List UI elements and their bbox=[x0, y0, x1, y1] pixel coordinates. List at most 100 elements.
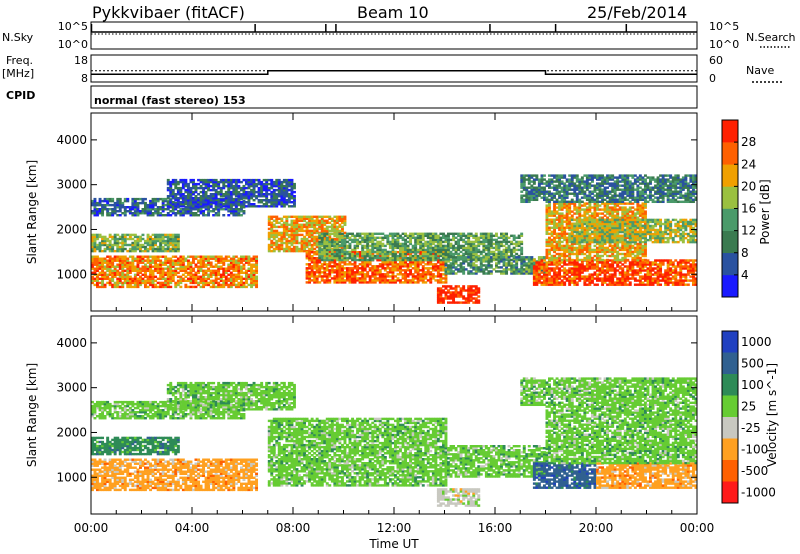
range-cell bbox=[166, 239, 170, 243]
range-cell bbox=[91, 201, 94, 205]
range-cell bbox=[169, 214, 173, 217]
range-cell bbox=[487, 256, 491, 259]
range-cell bbox=[247, 263, 251, 266]
range-cell bbox=[171, 277, 175, 281]
range-cell bbox=[116, 263, 120, 266]
range-cell bbox=[300, 225, 304, 229]
range-cell bbox=[166, 271, 170, 275]
range-cell bbox=[108, 269, 112, 273]
range-cell bbox=[222, 257, 226, 260]
range-cell bbox=[98, 201, 102, 205]
range-cell bbox=[426, 261, 430, 264]
range-cell bbox=[285, 221, 289, 225]
range-cell bbox=[93, 255, 97, 258]
range-cell bbox=[462, 285, 466, 288]
range-cell bbox=[144, 247, 147, 251]
range-cell bbox=[366, 252, 370, 256]
range-cell bbox=[242, 178, 246, 182]
range-cell bbox=[565, 263, 569, 266]
range-cell bbox=[459, 287, 463, 290]
range-cell bbox=[159, 214, 163, 217]
range-cell bbox=[426, 232, 430, 236]
range-cell bbox=[358, 277, 362, 280]
range-cell bbox=[492, 242, 496, 246]
range-cell bbox=[247, 273, 251, 277]
range-cell bbox=[123, 210, 127, 213]
range-cell bbox=[113, 235, 117, 239]
range-cell bbox=[159, 243, 163, 247]
range-cell bbox=[479, 260, 483, 263]
range-cell bbox=[469, 299, 473, 302]
cpid-frame bbox=[90, 85, 698, 109]
range-cell bbox=[257, 195, 261, 198]
range-cell bbox=[189, 279, 193, 283]
range-cell bbox=[510, 248, 514, 252]
range-cell bbox=[184, 201, 188, 204]
range-cell bbox=[252, 193, 256, 196]
range-cell bbox=[171, 203, 175, 206]
range-cell bbox=[237, 203, 241, 206]
range-cell bbox=[621, 283, 625, 286]
range-cell bbox=[234, 188, 238, 192]
range-cell bbox=[497, 236, 501, 240]
range-cell bbox=[363, 277, 367, 280]
freq-unit-label: [MHz] bbox=[2, 67, 34, 80]
range-cell bbox=[227, 263, 231, 266]
range-cell bbox=[219, 265, 223, 268]
range-cell bbox=[98, 265, 102, 268]
range-cell bbox=[111, 235, 115, 239]
range-cell bbox=[265, 201, 269, 204]
range-cell bbox=[434, 263, 438, 266]
range-cell bbox=[348, 277, 352, 280]
range-cell bbox=[575, 271, 579, 274]
range-cell bbox=[217, 281, 221, 285]
range-cell bbox=[252, 275, 256, 279]
range-cell bbox=[224, 267, 228, 270]
range-cell bbox=[429, 261, 433, 264]
range-cell bbox=[156, 235, 160, 239]
range-cell bbox=[267, 249, 271, 253]
range-cell bbox=[305, 237, 309, 241]
range-cell bbox=[376, 273, 380, 276]
range-cell bbox=[472, 256, 476, 259]
range-cell bbox=[295, 221, 299, 225]
range-cell bbox=[187, 273, 190, 277]
range-cell bbox=[166, 203, 170, 206]
range-cell bbox=[245, 180, 248, 184]
range-cell bbox=[308, 231, 312, 235]
range-cell bbox=[131, 247, 135, 251]
range-cell bbox=[96, 201, 99, 205]
range-cell bbox=[290, 231, 294, 235]
range-cell bbox=[303, 243, 307, 247]
range-cell bbox=[545, 261, 549, 264]
range-cell bbox=[204, 273, 208, 277]
range-cell bbox=[601, 283, 605, 286]
range-cell bbox=[479, 232, 483, 236]
range-cell bbox=[154, 283, 158, 287]
range-cell bbox=[426, 279, 430, 282]
range-cell bbox=[101, 283, 105, 287]
range-cell bbox=[111, 212, 115, 215]
range-cell bbox=[181, 214, 185, 217]
range-cell bbox=[381, 252, 385, 256]
range-cell bbox=[346, 232, 349, 236]
range-cell bbox=[247, 205, 251, 208]
range-cell bbox=[232, 269, 236, 273]
range-cell bbox=[472, 297, 476, 300]
range-cell bbox=[229, 273, 233, 277]
range-cell bbox=[313, 277, 317, 280]
range-cell bbox=[429, 238, 433, 242]
range-cell bbox=[325, 263, 329, 266]
range-cell bbox=[416, 248, 420, 252]
range-cell bbox=[234, 263, 238, 266]
range-cell bbox=[315, 265, 319, 268]
range-cell bbox=[184, 188, 188, 192]
range-cell bbox=[401, 269, 405, 272]
range-cell bbox=[419, 261, 423, 264]
range-cell bbox=[116, 269, 120, 273]
range-cell bbox=[333, 223, 337, 227]
range-cell bbox=[320, 225, 324, 229]
range-cell bbox=[179, 275, 183, 279]
range-cell bbox=[237, 273, 241, 277]
range-cell bbox=[391, 265, 395, 268]
